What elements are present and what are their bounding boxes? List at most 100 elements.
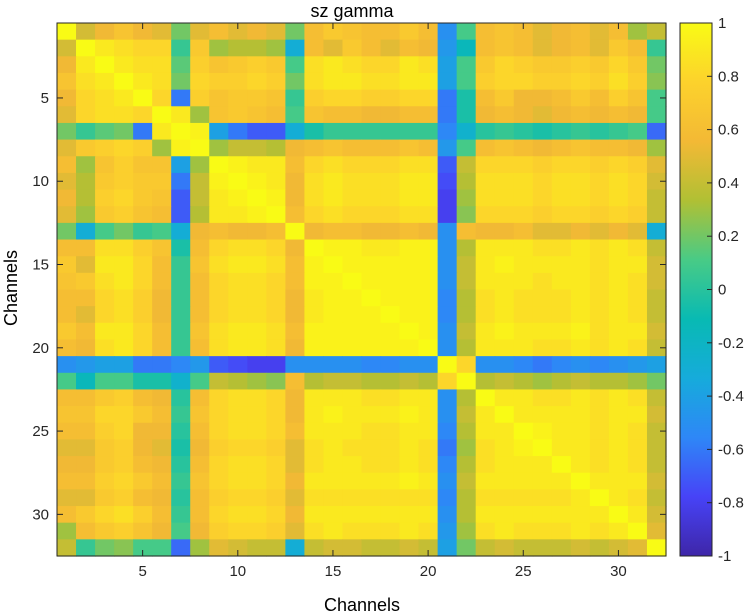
heatmap-cell	[456, 489, 477, 507]
heatmap-cell	[266, 272, 286, 291]
heatmap-cell	[437, 39, 458, 57]
heatmap-cell	[133, 156, 153, 174]
heatmap-cell	[342, 539, 363, 557]
heatmap-cell	[76, 372, 96, 391]
heatmap-cell	[190, 206, 210, 224]
heatmap-cell	[133, 506, 153, 524]
heatmap-cell	[608, 156, 629, 174]
heatmap-cell	[342, 339, 363, 357]
heatmap-cell	[171, 422, 191, 441]
heatmap-cell	[513, 506, 534, 524]
heatmap-cell	[133, 472, 153, 490]
heatmap-cell	[608, 122, 629, 141]
heatmap-cell	[551, 356, 572, 374]
heatmap-cell	[133, 23, 153, 41]
heatmap-cell	[190, 39, 210, 57]
heatmap-cell	[475, 422, 496, 441]
heatmap-cell	[589, 539, 610, 557]
heatmap-cell	[209, 306, 229, 324]
heatmap-cell	[551, 522, 572, 540]
heatmap-cell	[627, 289, 648, 307]
heatmap-cell	[589, 72, 610, 91]
heatmap-cell	[323, 56, 344, 74]
heatmap-cell	[646, 372, 667, 391]
heatmap-cell	[532, 489, 553, 507]
heatmap-cell	[437, 422, 458, 441]
heatmap-cell	[57, 139, 77, 157]
heatmap-cell	[285, 56, 306, 74]
heatmap-cell	[532, 89, 553, 107]
y-axis-label: Channels	[1, 250, 21, 326]
heatmap-cell	[513, 289, 534, 307]
heatmap-cell	[190, 122, 210, 141]
heatmap-cell	[76, 322, 96, 341]
heatmap-cell	[304, 322, 325, 341]
heatmap-cell	[266, 306, 286, 324]
heatmap-cell	[608, 172, 629, 191]
heatmap-cell	[380, 356, 401, 374]
heatmap-cell	[361, 539, 382, 557]
heatmap-cell	[209, 222, 229, 241]
heatmap-cell	[171, 106, 191, 124]
heatmap-cell	[228, 489, 248, 507]
chart-title: sz gamma	[310, 1, 394, 21]
heatmap-cell	[380, 156, 401, 174]
heatmap-cell	[589, 322, 610, 341]
heatmap-cell	[228, 139, 248, 157]
heatmap-cell	[228, 506, 248, 524]
heatmap-cell	[57, 422, 77, 441]
heatmap-cell	[57, 472, 77, 490]
heatmap-cell	[646, 289, 667, 307]
heatmap-cell	[570, 306, 591, 324]
heatmap-cell	[437, 239, 458, 257]
heatmap-cell	[228, 389, 248, 407]
heatmap-cell	[228, 156, 248, 174]
heatmap-cell	[513, 122, 534, 141]
heatmap-cell	[152, 456, 172, 474]
heatmap-cell	[247, 456, 267, 474]
heatmap-cell	[646, 222, 667, 241]
heatmap-cell	[532, 172, 553, 191]
heatmap-cell	[57, 39, 77, 57]
heatmap-cell	[646, 23, 667, 41]
heatmap-cell	[171, 222, 191, 241]
heatmap-cell	[361, 456, 382, 474]
heatmap-cell	[285, 339, 306, 357]
heatmap-cell	[57, 172, 77, 191]
heatmap-cell	[228, 206, 248, 224]
heatmap-cell	[475, 389, 496, 407]
heatmap-cell	[475, 72, 496, 91]
heatmap-cell	[570, 89, 591, 107]
heatmap-cell	[133, 539, 153, 557]
heatmap-cell	[608, 206, 629, 224]
heatmap-cell	[380, 272, 401, 291]
heatmap-cell	[266, 156, 286, 174]
heatmap-cell	[304, 89, 325, 107]
heatmap-cell	[570, 389, 591, 407]
heatmap-cell	[266, 356, 286, 374]
heatmap-cell	[76, 439, 96, 457]
heatmap-cell	[209, 372, 229, 391]
heatmap-cell	[456, 322, 477, 341]
heatmap-cell	[266, 206, 286, 224]
heatmap-cell	[361, 372, 382, 391]
heatmap-cell	[399, 222, 420, 241]
heatmap-cell	[190, 306, 210, 324]
heatmap-cell	[114, 422, 134, 441]
heatmap-cell	[646, 339, 667, 357]
heatmap-cell	[228, 339, 248, 357]
heatmap-cell	[209, 322, 229, 341]
heatmap-cell	[190, 472, 210, 490]
heatmap-cell	[304, 306, 325, 324]
heatmap-cell	[494, 139, 515, 157]
heatmap-cell	[266, 23, 286, 41]
heatmap-cell	[437, 522, 458, 540]
heatmap-cell	[418, 89, 439, 107]
heatmap-cell	[380, 56, 401, 74]
heatmap-cell	[608, 56, 629, 74]
heatmap-cell	[494, 339, 515, 357]
heatmap-cell	[133, 406, 153, 424]
heatmap-cell	[494, 222, 515, 241]
heatmap-cell	[95, 322, 115, 341]
heatmap-cell	[228, 122, 248, 141]
